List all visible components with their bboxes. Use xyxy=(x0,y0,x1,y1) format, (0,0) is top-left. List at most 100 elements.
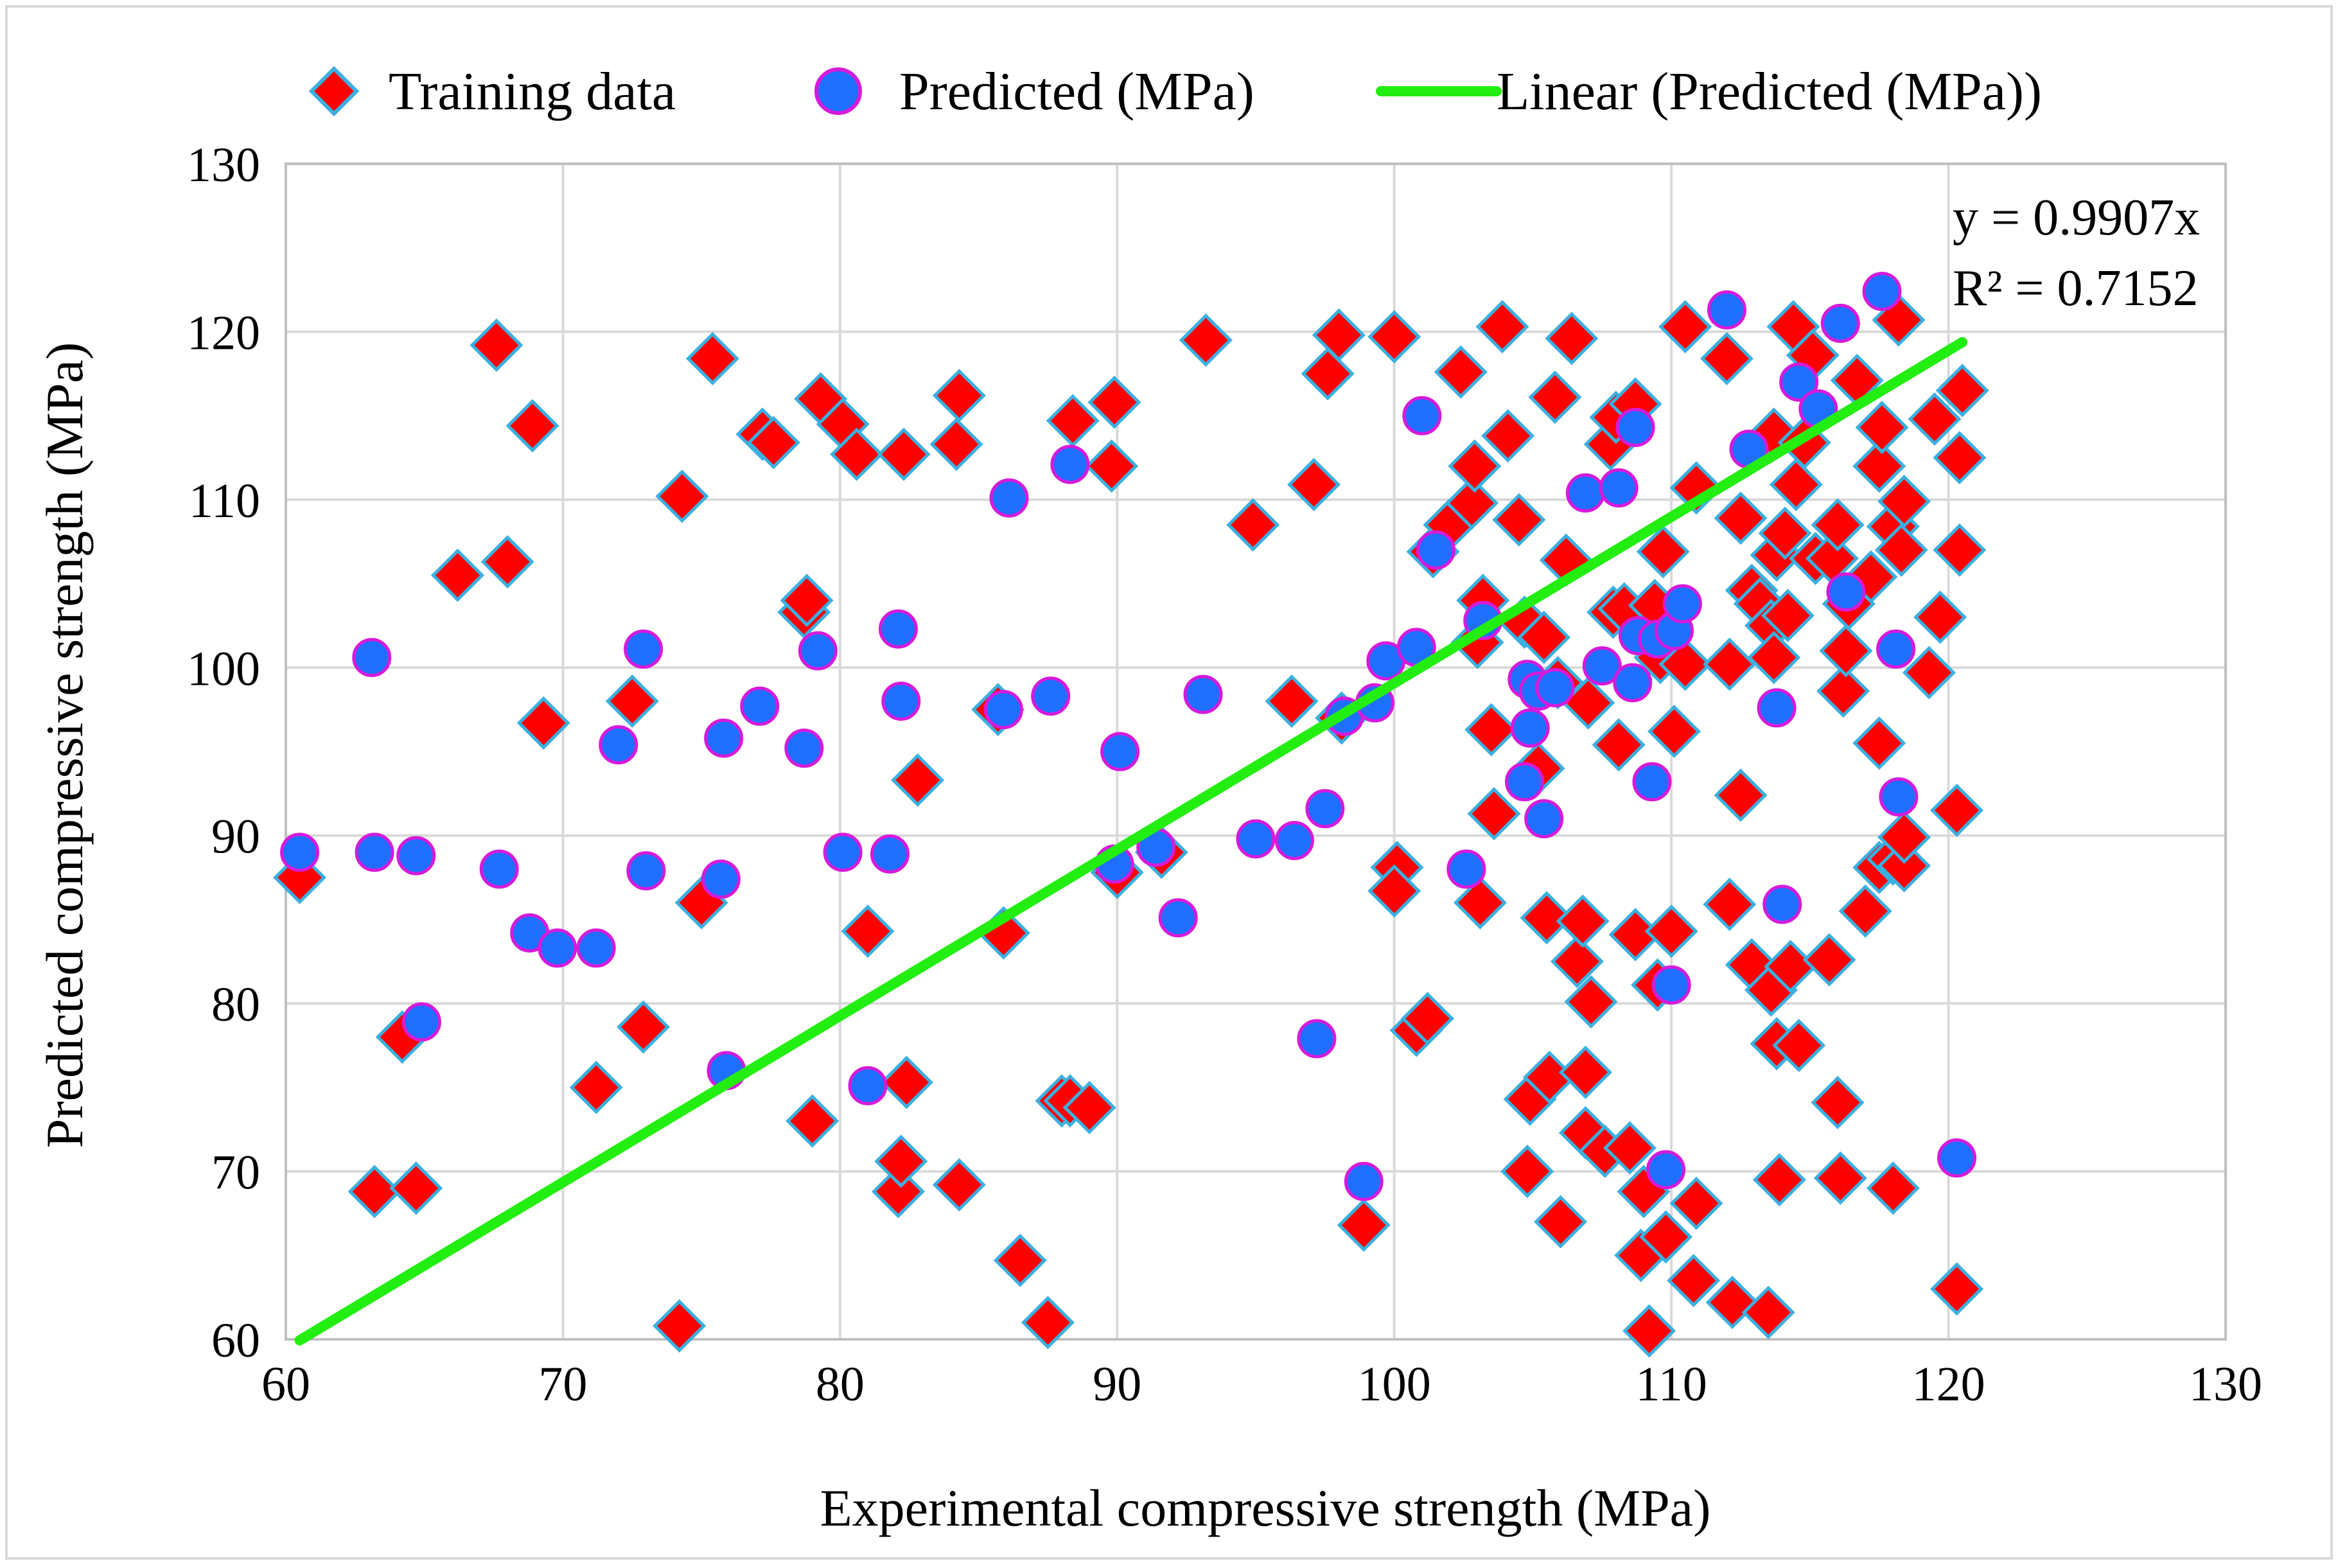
training-point xyxy=(1813,1151,1867,1205)
predicted-point xyxy=(280,832,320,872)
predicted-point xyxy=(784,728,824,768)
y-axis-title: Predicted compressive strength (MPa) xyxy=(35,342,94,1149)
predicted-point xyxy=(1236,819,1276,859)
training-point xyxy=(1758,506,1812,560)
linear-trendline xyxy=(294,337,1968,1346)
training-point xyxy=(929,418,983,471)
training-point xyxy=(1475,300,1529,354)
predicted-series xyxy=(280,272,1977,1201)
training-point xyxy=(1703,877,1757,931)
predicted-point xyxy=(823,832,863,872)
predicted-point xyxy=(983,690,1023,730)
predicted-point xyxy=(1862,272,1902,312)
predicted-point xyxy=(1613,663,1653,703)
predicted-point xyxy=(1762,885,1802,924)
predicted-point xyxy=(599,725,638,765)
training-point xyxy=(1703,637,1757,691)
training-point xyxy=(1265,674,1319,728)
legend-label-training: Training data xyxy=(389,62,676,121)
training-point xyxy=(841,904,895,958)
predicted-point xyxy=(396,836,436,876)
x-tick-label: 70 xyxy=(538,1357,587,1411)
training-point xyxy=(1811,1075,1865,1129)
training-point xyxy=(1400,992,1455,1046)
predicted-point xyxy=(1662,584,1702,624)
training-point xyxy=(273,850,327,904)
y-tick-label: 60 xyxy=(211,1314,260,1368)
predicted-point xyxy=(704,718,744,758)
circle-marker-icon xyxy=(814,67,862,115)
training-point xyxy=(1816,664,1870,718)
legend-item-predicted[interactable]: Predicted (MPa) xyxy=(814,62,1254,121)
legend-item-linear[interactable]: Linear (Predicted (MPa)) xyxy=(1376,62,2042,121)
training-point xyxy=(685,331,739,385)
training-point xyxy=(1933,523,1987,577)
y-tick-label: 80 xyxy=(211,978,260,1032)
legend-item-training[interactable]: Training data xyxy=(308,62,676,121)
predicted-point xyxy=(701,859,741,899)
training-point xyxy=(1534,1195,1588,1249)
training-point xyxy=(877,427,931,481)
training-point xyxy=(1838,884,1892,938)
y-tick-label: 70 xyxy=(211,1146,260,1200)
predicted-point xyxy=(1707,290,1746,330)
training-point xyxy=(1464,703,1518,757)
trendline xyxy=(294,337,1968,1346)
training-point xyxy=(1550,935,1604,989)
predicted-point xyxy=(1158,898,1198,938)
training-point xyxy=(1658,637,1712,691)
training-point xyxy=(1913,590,1967,644)
predicted-point xyxy=(798,631,838,671)
training-point xyxy=(932,369,986,423)
predicted-point xyxy=(878,609,918,649)
training-point xyxy=(1564,974,1618,1029)
training-point xyxy=(1852,439,1906,493)
training-point xyxy=(1929,783,1984,838)
training-point xyxy=(1517,610,1571,664)
predicted-point xyxy=(1297,1019,1337,1059)
predicted-point xyxy=(624,630,664,669)
tick-labels: 60 70 80 90 100 110 120 130 60 70 80 90 100 110 120 130 xyxy=(187,138,2262,1411)
training-point xyxy=(516,696,570,750)
predicted-point xyxy=(1183,674,1223,714)
training-point xyxy=(480,535,534,589)
training-point xyxy=(1902,646,1956,700)
training-point xyxy=(1658,300,1712,354)
training-point xyxy=(1021,1296,1075,1350)
predicted-point xyxy=(479,849,519,889)
training-point xyxy=(655,470,709,524)
predicted-point xyxy=(881,682,921,721)
training-point xyxy=(1741,1285,1795,1339)
predicted-point xyxy=(1446,849,1486,889)
y-tick-label: 120 xyxy=(187,306,260,360)
x-tick-label: 110 xyxy=(1636,1357,1707,1411)
training-point xyxy=(653,1299,707,1353)
predicted-point xyxy=(538,928,577,968)
predicted-point xyxy=(355,832,394,872)
predicted-point xyxy=(1826,572,1866,612)
training-point xyxy=(1644,904,1698,958)
training-point xyxy=(786,1094,839,1148)
predicted-point xyxy=(1876,630,1916,669)
training-point xyxy=(1752,1153,1806,1207)
predicted-point xyxy=(989,478,1029,518)
training-point xyxy=(470,318,523,372)
predicted-point xyxy=(1344,1161,1384,1201)
training-point xyxy=(879,1055,933,1109)
training-point xyxy=(1528,370,1582,424)
training-point xyxy=(1087,375,1141,429)
training-point xyxy=(1669,1176,1723,1230)
training-point xyxy=(1481,409,1535,463)
training-point xyxy=(617,1000,671,1054)
training-point xyxy=(1908,392,1962,446)
training-point xyxy=(1714,491,1768,545)
training-point xyxy=(1855,400,1909,454)
training-point xyxy=(1434,345,1488,399)
training-point xyxy=(1467,787,1521,841)
training-point xyxy=(1448,439,1502,493)
training-point xyxy=(1558,1045,1612,1099)
training-point xyxy=(1700,331,1754,385)
predicted-point xyxy=(626,851,666,891)
